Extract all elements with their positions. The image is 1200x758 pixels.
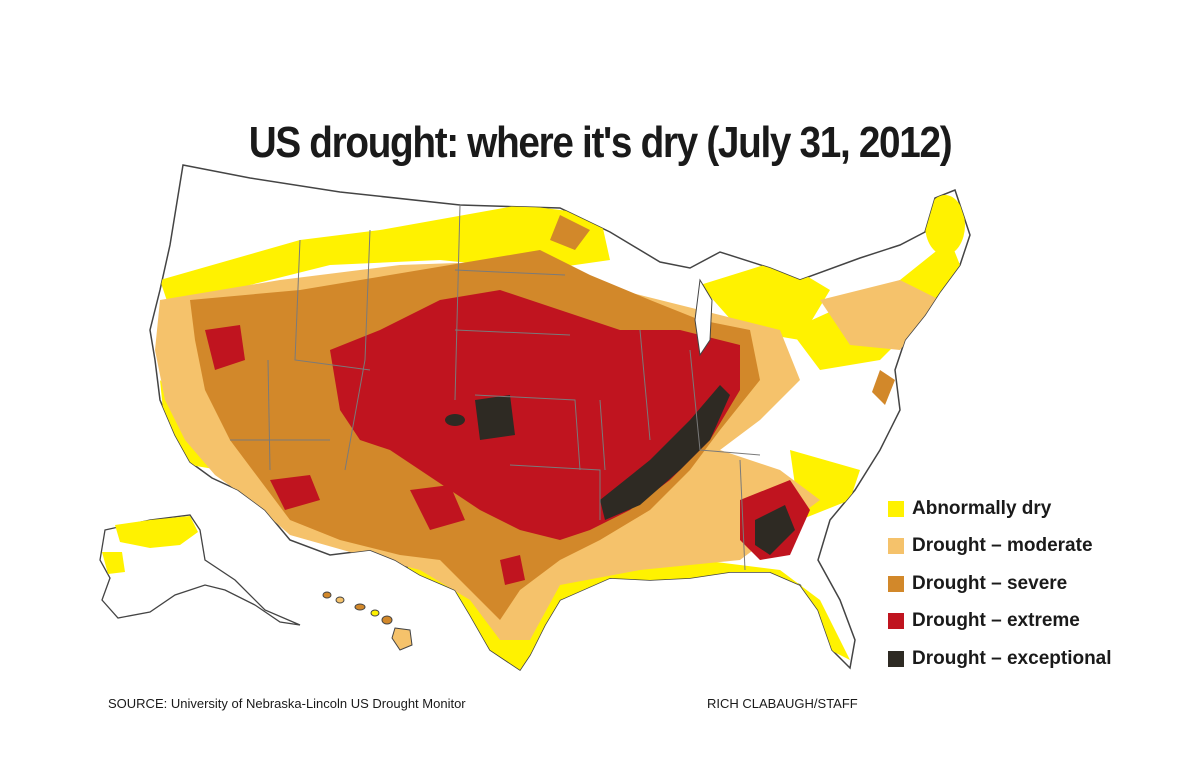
- zone-drought-exceptional: [445, 385, 795, 555]
- legend-item-drought-severe: Drought – severe: [888, 565, 1112, 603]
- legend-label: Drought – exceptional: [912, 647, 1112, 669]
- legend-item-drought-exceptional: Drought – exceptional: [888, 640, 1112, 678]
- legend-swatch: [888, 650, 904, 667]
- legend-swatch: [888, 613, 904, 630]
- legend-swatch: [888, 500, 904, 517]
- legend-label: Drought – extreme: [912, 610, 1080, 632]
- legend-item-abnormally-dry: Abnormally dry: [888, 490, 1112, 528]
- map-title: US drought: where it's dry (July 31, 201…: [248, 118, 953, 167]
- legend-label: Drought – moderate: [912, 535, 1093, 557]
- legend-item-drought-moderate: Drought – moderate: [888, 528, 1112, 566]
- credit-note: RICH CLABAUGH/STAFF: [707, 696, 858, 711]
- alaska-dry-zone-west: [102, 552, 125, 574]
- legend-swatch: [888, 575, 904, 592]
- lake-michigan: [694, 278, 713, 357]
- hawaii-islands: [322, 591, 413, 651]
- legend-swatch: [888, 538, 904, 555]
- legend-item-drought-extreme: Drought – extreme: [888, 603, 1112, 641]
- legend-label: Drought – severe: [912, 572, 1068, 594]
- legend: Abnormally dry Drought – moderate Drough…: [888, 490, 1112, 678]
- alaska-dry-zone: [115, 516, 198, 548]
- state-borders: [230, 204, 761, 571]
- source-note: SOURCE: University of Nebraska-Lincoln U…: [108, 696, 466, 711]
- legend-label: Abnormally dry: [912, 497, 1052, 519]
